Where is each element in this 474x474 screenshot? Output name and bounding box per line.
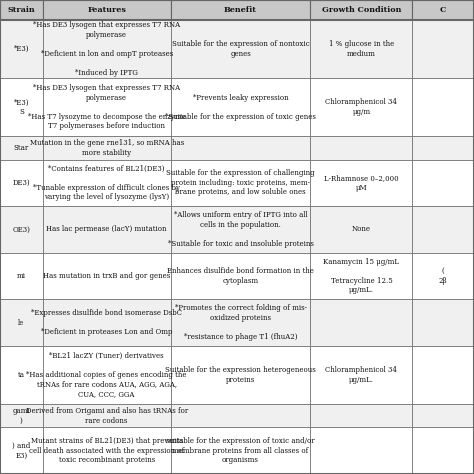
Text: Suitable for the expression of nontoxic
genes: Suitable for the expression of nontoxic …	[172, 40, 310, 58]
Bar	[412, 300, 474, 346]
Bar	[0, 20, 43, 78]
Text: Enhances disulfide bond formation in the
cytoplasm: Enhances disulfide bond formation in the…	[167, 267, 314, 285]
Text: Derived from Origami and also has tRNAs for
rare codons: Derived from Origami and also has tRNAs …	[26, 407, 188, 425]
Text: suitable for the expression of toxic and/or
membrane proteins from all classes o: suitable for the expression of toxic and…	[166, 437, 315, 464]
Bar	[412, 78, 474, 137]
Text: *Expresses disulfide bond isomerase DsbC

*Deficient in proteases Lon and Omp: *Expresses disulfide bond isomerase DsbC…	[31, 309, 182, 336]
Bar	[43, 20, 171, 78]
Text: ) and
E3): ) and E3)	[12, 442, 30, 459]
Bar	[43, 0, 171, 20]
Text: Star: Star	[14, 144, 29, 152]
Bar	[171, 137, 310, 160]
Bar	[310, 300, 412, 346]
Bar	[0, 0, 43, 20]
Text: 1 % glucose in the
medium: 1 % glucose in the medium	[329, 40, 394, 58]
Bar	[412, 346, 474, 404]
Text: Benefit: Benefit	[224, 6, 257, 14]
Bar	[412, 20, 474, 78]
Bar	[171, 300, 310, 346]
Text: *Has DE3 lysogen that expresses T7 RNA
polymerase

*Deficient in lon and ompT pr: *Has DE3 lysogen that expresses T7 RNA p…	[33, 21, 180, 77]
Bar	[310, 206, 412, 253]
Bar	[171, 206, 310, 253]
Text: None: None	[352, 226, 371, 234]
Bar	[43, 346, 171, 404]
Bar	[43, 137, 171, 160]
Bar	[0, 78, 43, 137]
Bar	[310, 160, 412, 206]
Bar	[43, 253, 171, 300]
Text: ta: ta	[18, 371, 25, 379]
Text: DE3): DE3)	[12, 179, 30, 187]
Bar	[43, 428, 171, 474]
Bar	[43, 160, 171, 206]
Bar	[171, 20, 310, 78]
Bar	[0, 404, 43, 428]
Bar	[171, 346, 310, 404]
Text: Kanamycin 15 μg/mL

Tetracycline 12.5
μg/mL.: Kanamycin 15 μg/mL Tetracycline 12.5 μg/…	[323, 258, 400, 294]
Bar	[310, 253, 412, 300]
Bar	[43, 404, 171, 428]
Bar	[171, 428, 310, 474]
Bar	[171, 253, 310, 300]
Text: *E3): *E3)	[14, 45, 29, 53]
Text: *Prevents leaky expression

*Suitable for the expression of toxic genes: *Prevents leaky expression *Suitable for…	[165, 94, 316, 121]
Bar	[310, 78, 412, 137]
Text: C: C	[440, 6, 447, 14]
Bar	[43, 300, 171, 346]
Text: Suitable for the expression heterogeneous
proteins: Suitable for the expression heterogeneou…	[165, 366, 316, 384]
Text: Has lac permease (lacY) mutation: Has lac permease (lacY) mutation	[46, 226, 167, 234]
Bar	[0, 346, 43, 404]
Bar	[0, 253, 43, 300]
Text: le: le	[18, 319, 25, 327]
Bar	[412, 206, 474, 253]
Bar	[171, 160, 310, 206]
Text: *E3)
S: *E3) S	[14, 99, 29, 116]
Bar	[0, 160, 43, 206]
Bar	[0, 206, 43, 253]
Bar	[0, 428, 43, 474]
Bar	[310, 428, 412, 474]
Text: Growth Condition: Growth Condition	[322, 6, 401, 14]
Text: (
2β: ( 2β	[439, 267, 447, 285]
Bar	[0, 137, 43, 160]
Text: Chloramphenicol 34
μg/m: Chloramphenicol 34 μg/m	[326, 99, 397, 116]
Bar	[0, 300, 43, 346]
Bar	[412, 253, 474, 300]
Bar	[171, 0, 310, 20]
Bar	[43, 206, 171, 253]
Text: *Has DE3 lysogen that expresses T7 RNA
polymerase

*Has T7 lysozyme to decompose: *Has DE3 lysogen that expresses T7 RNA p…	[28, 84, 185, 130]
Text: Features: Features	[87, 6, 126, 14]
Bar	[310, 20, 412, 78]
Text: *Contains features of BL21(DE3)

*Tunable expression of difficult clones by
vary: *Contains features of BL21(DE3) *Tunable…	[33, 164, 180, 201]
Bar	[412, 428, 474, 474]
Bar	[171, 78, 310, 137]
Text: *BL21 lacZY (Tuner) derivatives

*Has additional copies of genes encoding the
tR: *BL21 lacZY (Tuner) derivatives *Has add…	[27, 352, 187, 398]
Text: OE3): OE3)	[12, 226, 30, 234]
Text: Suitable for the expression of challenging
protein including: toxic proteins, me: Suitable for the expression of challengi…	[166, 169, 315, 196]
Text: Mutant strains of BL21(DE3) that prevents
cell death associated with the express: Mutant strains of BL21(DE3) that prevent…	[29, 437, 184, 464]
Bar	[310, 137, 412, 160]
Text: Mutation in the gene rne131, so mRNA has
more stability: Mutation in the gene rne131, so mRNA has…	[29, 139, 184, 157]
Bar	[310, 404, 412, 428]
Text: gami
): gami )	[12, 407, 30, 425]
Bar	[412, 137, 474, 160]
Text: Strain: Strain	[8, 6, 35, 14]
Bar	[412, 404, 474, 428]
Text: mi: mi	[17, 272, 26, 280]
Bar	[310, 0, 412, 20]
Text: L-Rhamnose 0–2,000
μM: L-Rhamnose 0–2,000 μM	[324, 174, 399, 191]
Bar	[412, 160, 474, 206]
Text: Chloramphenicol 34
μg/mL.: Chloramphenicol 34 μg/mL.	[326, 366, 397, 384]
Bar	[171, 404, 310, 428]
Bar	[412, 0, 474, 20]
Text: Has mutation in trxB and gor genes: Has mutation in trxB and gor genes	[43, 272, 170, 280]
Text: *Promotes the correct folding of mis-
oxidized proteins

*resistance to phage T1: *Promotes the correct folding of mis- ox…	[174, 304, 307, 341]
Text: *Allows uniform entry of IPTG into all
cells in the population.

*Suitable for t: *Allows uniform entry of IPTG into all c…	[168, 211, 313, 248]
Bar	[43, 78, 171, 137]
Bar	[310, 346, 412, 404]
